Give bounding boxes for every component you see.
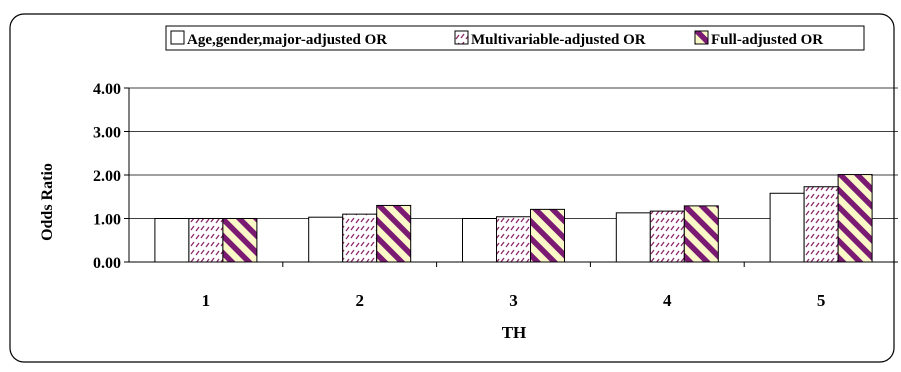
bar (462, 218, 497, 263)
y-tick-label: 2.00 (93, 168, 121, 185)
bar (769, 192, 805, 263)
y-tick-label: 3.00 (93, 125, 121, 142)
bar (615, 212, 651, 263)
bar (376, 204, 412, 263)
bar (837, 174, 873, 263)
bar (683, 205, 719, 263)
legend-label: Multivariable-adjusted OR (471, 32, 646, 48)
x-tick-label: 3 (509, 291, 518, 310)
chart-frame (9, 13, 895, 363)
bar (530, 208, 565, 263)
x-tick-label: 4 (663, 291, 672, 310)
x-tick-label: 2 (355, 291, 364, 310)
legend-label: Full-adjusted OR (711, 32, 823, 48)
bar (342, 213, 378, 263)
y-tick-label: 4.00 (93, 81, 121, 98)
bar (222, 218, 258, 263)
y-tick-label: 1.00 (93, 212, 121, 229)
legend-label: Age,gender,major-adjusted OR (187, 32, 387, 48)
legend-swatch (454, 30, 469, 45)
bar (496, 216, 531, 263)
legend: Age,gender,major-adjusted OR Multivariabl… (165, 25, 865, 51)
legend-swatch (170, 30, 185, 45)
bar (188, 218, 224, 263)
legend-box (165, 25, 865, 51)
x-tick-label: 5 (817, 291, 826, 310)
legend-swatch (694, 30, 709, 45)
bar (649, 210, 685, 263)
y-axis-label: Odds Ratio (39, 163, 56, 241)
axes: 0.00 1.00 2.00 3.00 4.00 1 2 3 4 5 (93, 81, 898, 310)
x-tick-label: 1 (202, 291, 211, 310)
x-axis-label: TH (502, 323, 527, 342)
y-tick-label: 0.00 (93, 255, 121, 272)
bar (308, 216, 344, 263)
bar (803, 186, 839, 263)
bar (154, 218, 190, 263)
